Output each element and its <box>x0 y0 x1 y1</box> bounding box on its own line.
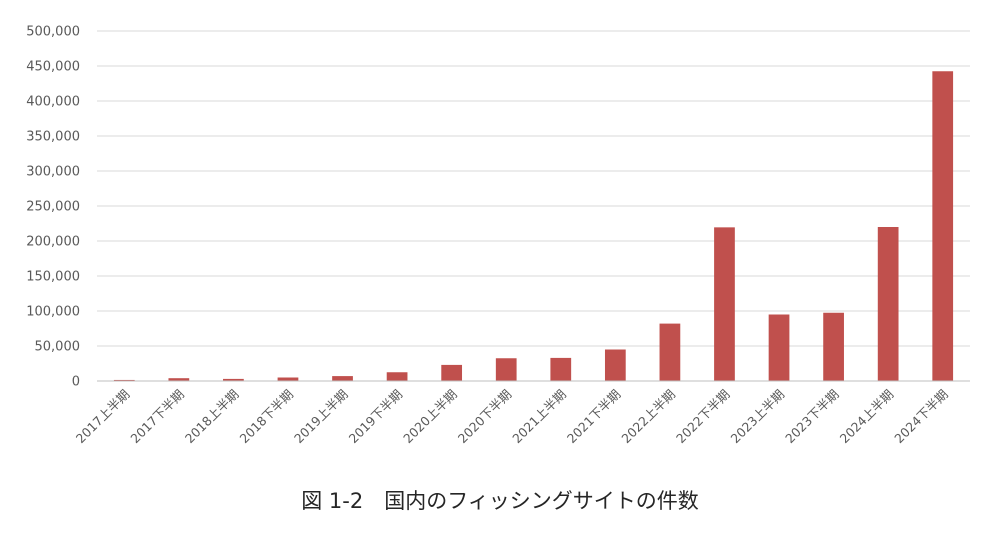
bar <box>386 372 408 381</box>
y-tick-label: 100,000 <box>26 305 80 320</box>
bar <box>277 377 299 381</box>
bar <box>550 357 572 381</box>
bar <box>495 358 517 381</box>
bar <box>441 364 463 381</box>
gridlines <box>97 30 970 347</box>
bars <box>113 71 954 381</box>
x-tick-label: 2018上半期 <box>182 387 242 447</box>
y-axis-tick-labels: 0 50,000 100,000 150,000 200,000 250,000 300,0… <box>26 25 80 390</box>
bar <box>332 376 353 381</box>
bar <box>659 323 681 381</box>
x-tick-label: 2022上半期 <box>618 387 678 447</box>
y-tick-label: 500,000 <box>26 25 80 40</box>
bar <box>823 312 844 381</box>
bar <box>223 378 244 381</box>
bar <box>932 71 954 381</box>
y-tick-label: 300,000 <box>26 165 80 180</box>
x-tick-label: 2021上半期 <box>509 387 569 447</box>
y-tick-label: 350,000 <box>26 130 80 145</box>
bar <box>768 314 790 381</box>
figure-caption: 図 1-2 国内のフィッシングサイトの件数 <box>301 489 699 513</box>
y-tick-label: 400,000 <box>26 95 80 110</box>
y-tick-label: 50,000 <box>35 340 81 355</box>
y-tick-label: 200,000 <box>26 235 80 250</box>
x-tick-label: 2018下半期 <box>236 387 296 447</box>
bar <box>604 349 626 381</box>
x-tick-label: 2023上半期 <box>728 387 788 447</box>
bar <box>113 379 135 381</box>
bar <box>168 378 190 381</box>
x-tick-label: 2019上半期 <box>291 387 351 447</box>
x-tick-label: 2022下半期 <box>673 387 733 447</box>
bar <box>877 227 899 381</box>
bar <box>714 227 735 381</box>
y-tick-label: 150,000 <box>26 270 80 285</box>
x-tick-label: 2024下半期 <box>891 387 951 447</box>
x-tick-label: 2017下半期 <box>127 387 187 447</box>
x-tick-label: 2021下半期 <box>564 387 624 447</box>
x-tick-label: 2020上半期 <box>400 387 460 447</box>
x-tick-label: 2017上半期 <box>73 387 133 447</box>
x-tick-label: 2023下半期 <box>782 387 842 447</box>
y-tick-label: 250,000 <box>26 200 80 215</box>
x-axis-tick-labels: 2017上半期2017下半期2018上半期2018下半期2019上半期2019下… <box>73 387 951 447</box>
x-tick-label: 2019下半期 <box>346 387 406 447</box>
x-tick-label: 2024上半期 <box>837 387 897 447</box>
x-tick-label: 2020下半期 <box>455 387 515 447</box>
y-tick-label: 450,000 <box>26 60 80 75</box>
y-tick-label: 0 <box>72 375 80 390</box>
